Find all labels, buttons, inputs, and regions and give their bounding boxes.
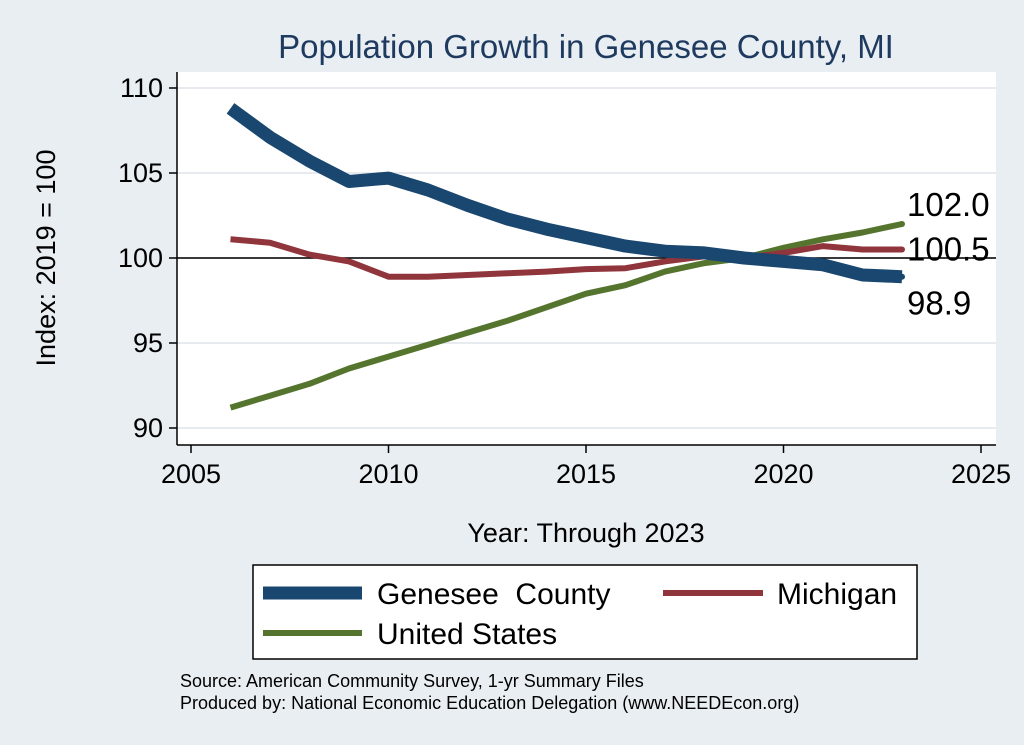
legend-label-michigan: Michigan: [777, 578, 897, 611]
y-tick-label-110: 110: [120, 73, 163, 103]
y-tick-label-90: 90: [133, 413, 163, 443]
x-tick-label-2020: 2020: [753, 459, 813, 489]
x-tick-label-2010: 2010: [358, 459, 418, 489]
end-label-genesee: 98.9: [907, 285, 971, 322]
y-axis-ticks: 90 95 100 105 110: [118, 73, 177, 443]
legend-label-genesee: Genesee County: [377, 578, 610, 611]
chart-title: Population Growth in Genesee County, MI: [278, 28, 894, 65]
series-line-united-states: [229, 221, 903, 411]
end-marker-michigan: [899, 246, 905, 253]
legend: [252, 564, 918, 660]
series-lines: [226, 103, 903, 411]
end-marker-united-states: [899, 221, 905, 227]
end-label-united-states: 102.0: [907, 186, 990, 223]
x-tick-label-2015: 2015: [556, 459, 616, 489]
y-tick-label-95: 95: [133, 328, 163, 358]
series-line-michigan: [230, 236, 902, 280]
series-line-genesee: [226, 103, 903, 284]
y-tick-label-100: 100: [118, 243, 163, 273]
source-note: Source: American Community Survey, 1-yr …: [180, 671, 644, 691]
x-axis-ticks: 2005 2010 2015 2020 2025: [161, 445, 1011, 489]
end-label-michigan: 100.5: [907, 231, 990, 268]
x-tick-label-2025: 2025: [951, 459, 1011, 489]
legend-label-united-states: United States: [377, 618, 557, 651]
end-marker-genesee: [899, 273, 905, 280]
y-tick-label-105: 105: [118, 158, 163, 188]
y-axis-title: Index: 2019 = 100: [31, 150, 61, 367]
end-markers: [899, 221, 905, 280]
end-labels: 98.9 100.5 102.0: [907, 186, 990, 322]
x-axis-title: Year: Through 2023: [467, 518, 704, 548]
x-tick-label-2005: 2005: [161, 459, 221, 489]
produced-by-note: Produced by: National Economic Education…: [180, 693, 799, 713]
